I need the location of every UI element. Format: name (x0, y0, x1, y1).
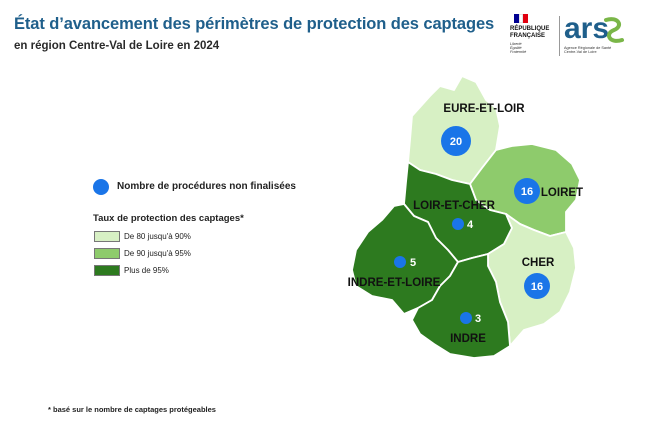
procedure-dot-indre (460, 312, 472, 324)
legend-swatch-class-2 (94, 248, 120, 259)
legend-label-class-1: De 80 jusqu'à 90% (124, 232, 191, 241)
legend-swatch-class-1 (94, 231, 120, 242)
legend-label-class-3: Plus de 95% (124, 266, 169, 275)
ars-wordmark: ars (564, 12, 609, 45)
republique-francaise-logo: RÉPUBLIQUE FRANÇAISE Liberté Égalité Fra… (506, 12, 556, 62)
procedure-count-loir-et-cher: 4 (467, 219, 474, 231)
footnote: * basé sur le nombre de captages protége… (48, 405, 216, 414)
procedure-dot-cher (524, 273, 550, 299)
label-eure-et-loir: EURE-ET-LOIR (443, 103, 525, 115)
legend-swatch-class-3 (94, 265, 120, 276)
procedure-count-loiret: 16 (521, 186, 533, 198)
procedure-count-cher: 16 (531, 281, 543, 293)
legend-dot-label: Nombre de procédures non finalisées (117, 181, 296, 192)
legend-rate-title: Taux de protection des captages* (93, 213, 244, 224)
procedure-dot-eure-et-loir (441, 126, 471, 156)
legend-dot-icon (93, 179, 109, 195)
procedure-count-eure-et-loir: 20 (450, 136, 462, 148)
ars-wordmark-icon: ars (564, 12, 624, 45)
legend-row-class-3: Plus de 95% (94, 265, 169, 276)
logo-divider (559, 16, 560, 56)
republique-logo-motto: Liberté Égalité Fraternité (510, 42, 527, 55)
ars-swoosh-icon (604, 17, 624, 43)
label-cher: CHER (522, 257, 555, 269)
procedure-count-indre-et-loire: 5 (410, 257, 416, 269)
label-indre: INDRE (450, 333, 486, 345)
page-subtitle: en région Centre-Val de Loire en 2024 (14, 40, 220, 52)
legend-label-class-2: De 90 jusqu'à 95% (124, 249, 191, 258)
republique-logo-text: RÉPUBLIQUE FRANÇAISE (510, 26, 550, 39)
ars-logo-subtitle-text: Agence Régionale de Santé Centre-Val de … (564, 46, 612, 55)
procedure-dot-indre-et-loire (394, 256, 406, 268)
legend-row-class-1: De 80 jusqu'à 90% (94, 231, 191, 242)
label-indre-et-loire: INDRE-ET-LOIRE (348, 277, 441, 289)
department-indre[interactable] (411, 253, 511, 359)
label-loiret: LOIRET (541, 187, 583, 199)
label-loir-et-cher: LOIR-ET-CHER (413, 200, 495, 212)
procedure-count-indre: 3 (475, 313, 481, 325)
procedure-dot-loiret (514, 178, 540, 204)
ars-logo: ars Agence Régionale de Santé Centre-Val… (562, 12, 632, 60)
ars-logo-subtitle: Agence Régionale de Santé Centre-Val de … (564, 46, 611, 54)
page-title: État d’avancement des périmètres de prot… (14, 15, 495, 33)
procedure-dot-loir-et-cher (452, 218, 464, 230)
french-flag-icon (514, 14, 529, 23)
legend-row-class-2: De 90 jusqu'à 95% (94, 248, 191, 259)
